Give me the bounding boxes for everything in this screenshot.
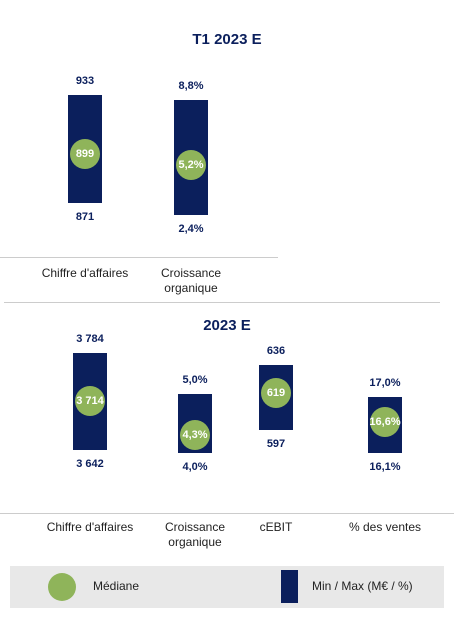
median-legend-swatch	[48, 573, 76, 601]
max-value-label: 933	[75, 75, 95, 87]
category-label: Chiffre d'affaires	[35, 520, 145, 535]
chart-title-year: 2023 E	[203, 317, 251, 334]
min-value-label: 597	[266, 438, 286, 450]
median-marker: 5,2%	[176, 149, 206, 180]
category-label: Chiffre d'affaires	[30, 266, 140, 281]
max-value-label: 8,8%	[178, 80, 204, 92]
median-marker: 4,3%	[180, 420, 210, 451]
range-legend-swatch	[281, 570, 298, 603]
divider-sections	[4, 302, 440, 303]
median-marker: 899	[70, 139, 100, 170]
max-value-label: 636	[266, 345, 286, 357]
category-label: cEBIT	[221, 520, 331, 535]
min-value-label: 16,1%	[369, 461, 401, 473]
category-label-line: Chiffre d'affaires	[41, 266, 129, 280]
median-marker: 16,6%	[369, 406, 401, 437]
min-value-label: 871	[75, 211, 95, 223]
category-label-line: Chiffre d'affaires	[46, 520, 134, 534]
legend: Médiane Min / Max (M€ / %)	[10, 566, 444, 608]
divider-q1-axis	[0, 257, 278, 258]
min-value-label: 4,0%	[182, 461, 208, 473]
category-label-line: Croissance	[160, 266, 222, 280]
category-label: Croissance organique	[136, 266, 246, 296]
category-label: Croissance organique	[140, 520, 250, 550]
category-label-line: organique	[164, 281, 218, 295]
max-value-label: 17,0%	[369, 377, 401, 389]
median-marker: 3 714	[75, 385, 105, 416]
range-legend-label: Min / Max (M€ / %)	[312, 579, 413, 593]
max-value-label: 5,0%	[182, 374, 208, 386]
category-label-line: cEBIT	[259, 520, 293, 534]
category-label-line: organique	[168, 535, 222, 549]
category-label: % des ventes	[330, 520, 440, 535]
category-label-line: % des ventes	[348, 520, 422, 534]
min-value-label: 3 642	[76, 458, 104, 470]
min-value-label: 2,4%	[178, 223, 204, 235]
divider-year-axis	[0, 513, 454, 514]
median-marker: 619	[261, 378, 291, 409]
median-legend-label: Médiane	[93, 579, 140, 593]
max-value-label: 3 784	[76, 333, 104, 345]
chart-title-q1: T1 2023 E	[192, 31, 262, 48]
category-label-line: Croissance	[164, 520, 226, 534]
